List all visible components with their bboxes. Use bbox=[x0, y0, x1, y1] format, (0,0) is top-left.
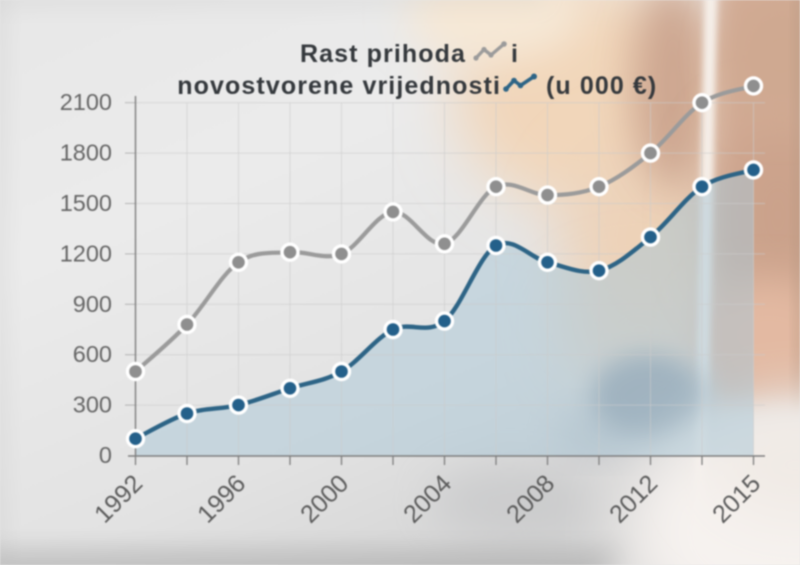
svg-text:1500: 1500 bbox=[60, 190, 112, 216]
svg-text:2100: 2100 bbox=[60, 89, 112, 115]
svg-text:i: i bbox=[511, 40, 519, 68]
svg-text:1800: 1800 bbox=[60, 140, 112, 166]
svg-text:600: 600 bbox=[73, 341, 112, 367]
svg-text:novostvorene vrijednosti: novostvorene vrijednosti bbox=[177, 72, 501, 100]
svg-text:1200: 1200 bbox=[60, 240, 112, 266]
svg-text:Rast prihoda: Rast prihoda bbox=[300, 40, 466, 68]
svg-text:(u 000 €): (u 000 €) bbox=[546, 72, 657, 100]
svg-text:0: 0 bbox=[99, 442, 112, 468]
svg-text:300: 300 bbox=[73, 392, 112, 418]
svg-text:900: 900 bbox=[73, 291, 112, 317]
